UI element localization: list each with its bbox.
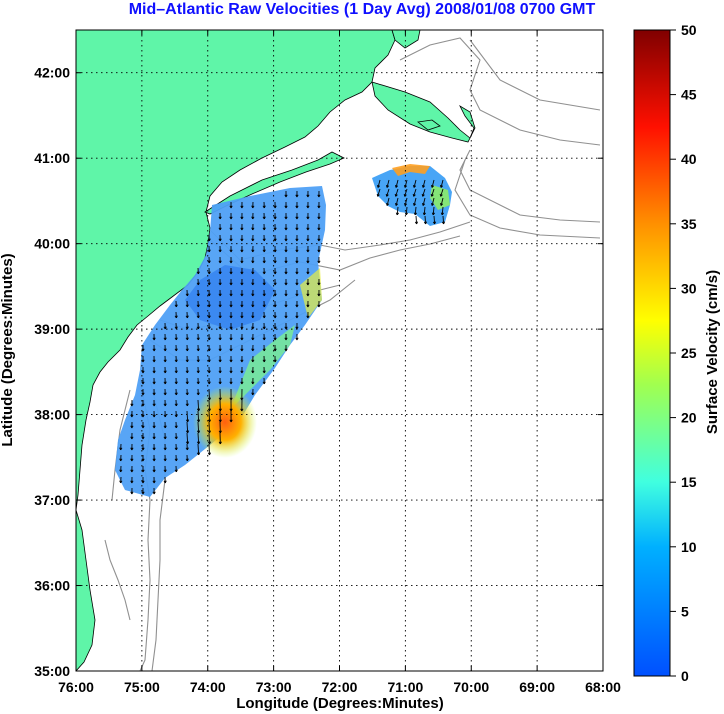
x-tick-label: 74:00 [190,679,226,695]
colorbar-label: Surface Velocity (cm/s) [704,270,721,434]
x-tick-label: 76:00 [58,679,94,695]
x-tick-label: 75:00 [124,679,160,695]
colorbar-tick-label: 45 [681,87,697,103]
land-cape-cod [371,81,476,143]
colorbar [633,29,671,677]
x-tick-labels: 76:00 75:00 74:00 73:00 72:00 71:00 70:00 69:00… [58,679,621,695]
y-tick-label: 42:00 [34,65,70,81]
colorbar-ticks: 0 5 10 15 20 25 30 35 40 45 50 [670,22,697,684]
y-tick-label: 41:00 [34,150,70,166]
x-tick-label: 73:00 [256,679,292,695]
velocity-field-edge-green [230,325,295,410]
x-axis-label: Longitude (Degrees:Minutes) [236,695,444,712]
colorbar-tick-label: 30 [681,280,697,296]
colorbar-tick-label: 20 [681,410,697,426]
colorbar-tick-label: 25 [681,345,697,361]
velocity-hotspot [193,386,257,458]
y-tick-label: 38:00 [34,407,70,423]
velocity-field-main [115,186,326,497]
land-nantucket [417,119,441,131]
colorbar-tick-label: 5 [681,603,689,619]
colorbar-tick-label: 0 [681,668,689,684]
y-tick-label: 39:00 [34,321,70,337]
land-outer-banks [76,509,96,671]
velocity-arrows [119,179,446,495]
land-mainland [76,30,396,511]
colorbar-tick-label: 50 [681,22,697,38]
x-tick-label: 72:00 [322,679,358,695]
colorbar-tick-label: 40 [681,151,697,167]
y-tick-label: 37:00 [34,492,70,508]
velocity-field-edge-yellow [300,268,322,318]
map-title: Mid–Atlantic Raw Velocities (1 Day Avg) … [128,1,596,18]
grid-lines [76,30,603,671]
velocity-field-northeast-hot [392,164,430,176]
x-tick-label: 68:00 [585,679,621,695]
colorbar-tick-label: 15 [681,474,697,490]
land-maine [391,30,421,49]
x-tick-label: 70:00 [453,679,489,695]
y-tick-labels: 35:00 36:00 37:00 38:00 39:00 40:00 41:00 42:00 [34,65,70,679]
y-tick-label: 35:00 [34,663,70,679]
y-tick-label: 36:00 [34,578,70,594]
x-tick-label: 69:00 [519,679,555,695]
y-axis-label: Latitude (Degrees:Minutes) [0,253,16,446]
y-tick-label: 40:00 [34,236,70,252]
colorbar-tick-label: 10 [681,539,697,555]
tick-marks [75,30,604,672]
velocity-field-northeast-green [430,185,450,210]
velocity-field-northeast [372,166,452,226]
colorbar-tick-label: 35 [681,216,697,232]
x-tick-label: 71:00 [387,679,423,695]
